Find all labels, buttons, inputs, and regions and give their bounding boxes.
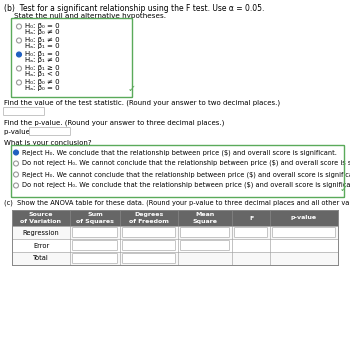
Text: Mean
Square: Mean Square — [193, 212, 217, 224]
Bar — [12, 210, 338, 226]
Text: H₀: β₀ ≠ 0: H₀: β₀ ≠ 0 — [25, 79, 60, 85]
Text: p-value =: p-value = — [4, 129, 40, 135]
Text: H₀: β₁ ≥ 0: H₀: β₁ ≥ 0 — [25, 65, 60, 71]
FancyBboxPatch shape — [122, 241, 175, 250]
FancyBboxPatch shape — [72, 227, 118, 238]
Text: p-value: p-value — [291, 215, 317, 220]
Text: Total: Total — [33, 255, 49, 262]
FancyBboxPatch shape — [29, 127, 70, 135]
FancyBboxPatch shape — [122, 253, 175, 264]
FancyBboxPatch shape — [72, 241, 118, 250]
Text: Do not reject H₀. We cannot conclude that the relationship between price ($) and: Do not reject H₀. We cannot conclude tha… — [22, 160, 350, 166]
Circle shape — [16, 52, 21, 57]
FancyBboxPatch shape — [122, 227, 175, 238]
Text: H₀: β₁ ≠ 0: H₀: β₁ ≠ 0 — [25, 37, 60, 43]
FancyBboxPatch shape — [72, 253, 118, 264]
Text: Hₐ: β₁ < 0: Hₐ: β₁ < 0 — [25, 71, 60, 77]
Text: (b)  Test for a significant relationship using the F test. Use α = 0.05.: (b) Test for a significant relationship … — [4, 4, 264, 13]
FancyBboxPatch shape — [234, 227, 267, 238]
Text: ✓: ✓ — [340, 184, 348, 194]
Text: Reject H₀. We conclude that the relationship between price ($) and overall score: Reject H₀. We conclude that the relation… — [22, 149, 337, 155]
Text: Sum
of Squares: Sum of Squares — [76, 212, 114, 224]
Bar — [12, 226, 338, 239]
Text: Hₐ: β₀ ≠ 0: Hₐ: β₀ ≠ 0 — [25, 29, 60, 35]
Text: What is your conclusion?: What is your conclusion? — [4, 140, 92, 146]
Text: Hₐ: β₁ ≠ 0: Hₐ: β₁ ≠ 0 — [25, 57, 60, 63]
Bar — [12, 239, 338, 252]
Text: (c)  Show the ANOVA table for these data. (Round your p-value to three decimal p: (c) Show the ANOVA table for these data.… — [4, 200, 350, 207]
Text: H₀: β₁ = 0: H₀: β₁ = 0 — [25, 51, 60, 57]
Text: Error: Error — [33, 243, 49, 248]
Text: H₀: β₀ = 0: H₀: β₀ = 0 — [25, 23, 60, 29]
Circle shape — [14, 150, 19, 155]
Text: Hₐ: β₀ = 0: Hₐ: β₀ = 0 — [25, 85, 60, 91]
Text: ✓: ✓ — [128, 84, 136, 94]
Text: Hₐ: β₁ = 0: Hₐ: β₁ = 0 — [25, 43, 60, 49]
Text: Degrees
of Freedom: Degrees of Freedom — [129, 212, 169, 224]
Bar — [12, 252, 338, 265]
Text: F: F — [249, 215, 253, 220]
FancyBboxPatch shape — [4, 108, 44, 116]
Text: Regression: Regression — [23, 229, 60, 236]
Text: Find the value of the test statistic. (Round your answer to two decimal places.): Find the value of the test statistic. (R… — [4, 100, 280, 106]
Text: Find the p-value. (Round your answer to three decimal places.): Find the p-value. (Round your answer to … — [4, 120, 224, 126]
Text: Reject H₀. We cannot conclude that the relationship between price ($) and overal: Reject H₀. We cannot conclude that the r… — [22, 171, 350, 178]
Text: Do not reject H₀. We conclude that the relationship between price ($) and overal: Do not reject H₀. We conclude that the r… — [22, 182, 350, 188]
FancyBboxPatch shape — [273, 227, 336, 238]
FancyBboxPatch shape — [181, 241, 230, 250]
Text: Source
of Variation: Source of Variation — [21, 212, 62, 224]
FancyBboxPatch shape — [181, 227, 230, 238]
Text: State the null and alternative hypotheses.: State the null and alternative hypothese… — [14, 13, 166, 19]
